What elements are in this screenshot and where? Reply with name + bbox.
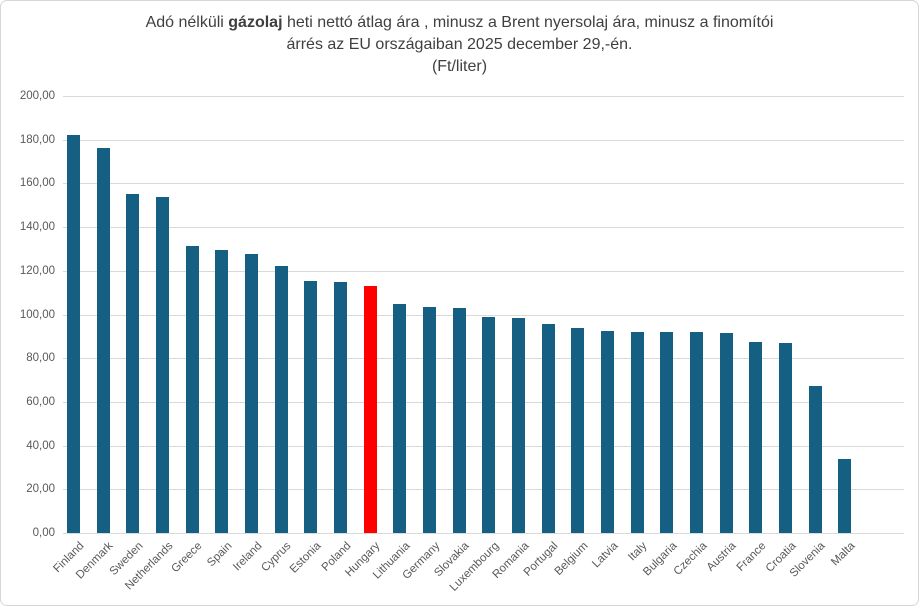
x-axis-line	[63, 533, 904, 534]
title-text-bold: gázolaj	[228, 14, 283, 31]
y-axis-tick-label: 120,00	[19, 264, 55, 277]
bar-austria	[719, 333, 733, 533]
gridline	[63, 96, 904, 97]
x-axis-tick-label: Austria	[704, 540, 739, 574]
chart-title: Adó nélküli gázolaj heti nettó átlag ára…	[1, 12, 918, 78]
gridline	[63, 227, 904, 229]
bar-estonia	[304, 280, 318, 533]
x-axis-tick-label: Ireland	[230, 540, 265, 574]
y-axis-tick-label: 140,00	[19, 221, 55, 234]
chart-title-line3: (Ft/liter)	[431, 58, 488, 75]
bar-poland	[334, 281, 348, 533]
y-axis-tick-label: 60,00	[26, 395, 55, 408]
x-axis-tick-label: Italy	[626, 540, 650, 564]
y-axis-tick-label: 100,00	[19, 308, 55, 321]
bar-denmark	[96, 148, 110, 533]
bar-luxembourg	[482, 316, 496, 533]
bar-germany	[423, 306, 437, 533]
bar-ireland	[245, 254, 259, 533]
bar-greece	[185, 245, 199, 533]
bar-spain	[215, 250, 229, 533]
gridline	[63, 139, 904, 141]
x-axis-tick-label: Estonia	[287, 540, 324, 576]
x-axis-tick-label: Latvia	[589, 540, 621, 571]
x-axis-tick-label: Cyprus	[259, 540, 294, 575]
y-axis-tick-label: 160,00	[19, 177, 55, 190]
bar-sweden	[126, 194, 140, 533]
bar-latvia	[601, 330, 615, 533]
y-axis-tick-label: 200,00	[19, 90, 55, 102]
bar-finland	[67, 135, 80, 533]
bar-slovakia	[452, 307, 466, 533]
bar-malta	[838, 458, 852, 533]
bar-romania	[512, 317, 526, 533]
bar-bulgaria	[660, 331, 674, 533]
bar-italy	[630, 331, 644, 533]
bar-slovenia	[808, 385, 822, 533]
x-axis-tick-label: Malta	[829, 540, 858, 569]
bar-lithuania	[393, 303, 407, 533]
bar-cyprus	[274, 266, 288, 533]
gridline	[63, 270, 904, 272]
chart-title-line1: Adó nélküli gázolaj heti nettó átlag ára…	[1, 12, 918, 34]
title-text: Adó nélküli	[145, 14, 229, 31]
y-axis-tick-label: 180,00	[19, 133, 55, 146]
y-axis-tick-label: 80,00	[26, 352, 55, 365]
bar-croatia	[779, 342, 793, 533]
chart-title-line2: árrés az EU országaiban 2025 december 29…	[286, 36, 633, 53]
x-axis-tick-label: Greece	[169, 540, 205, 576]
bar-france	[749, 341, 763, 533]
bar-czechia	[690, 331, 704, 533]
title-text: heti nettó átlag ára , minusz a Brent ny…	[282, 14, 774, 31]
gridline	[63, 183, 904, 185]
x-axis-tick-label: Spain	[205, 540, 235, 570]
x-axis-tick-label: France	[734, 540, 769, 574]
y-axis-tick-label: 20,00	[26, 483, 55, 496]
bar-highlight-hungary	[363, 286, 377, 533]
bar-netherlands	[156, 196, 169, 533]
y-axis-tick-label: 40,00	[26, 439, 55, 452]
bar-portugal	[541, 324, 555, 533]
gridline	[63, 314, 904, 316]
bar-belgium	[571, 327, 585, 533]
y-axis-tick-label: 0,00	[32, 527, 55, 539]
